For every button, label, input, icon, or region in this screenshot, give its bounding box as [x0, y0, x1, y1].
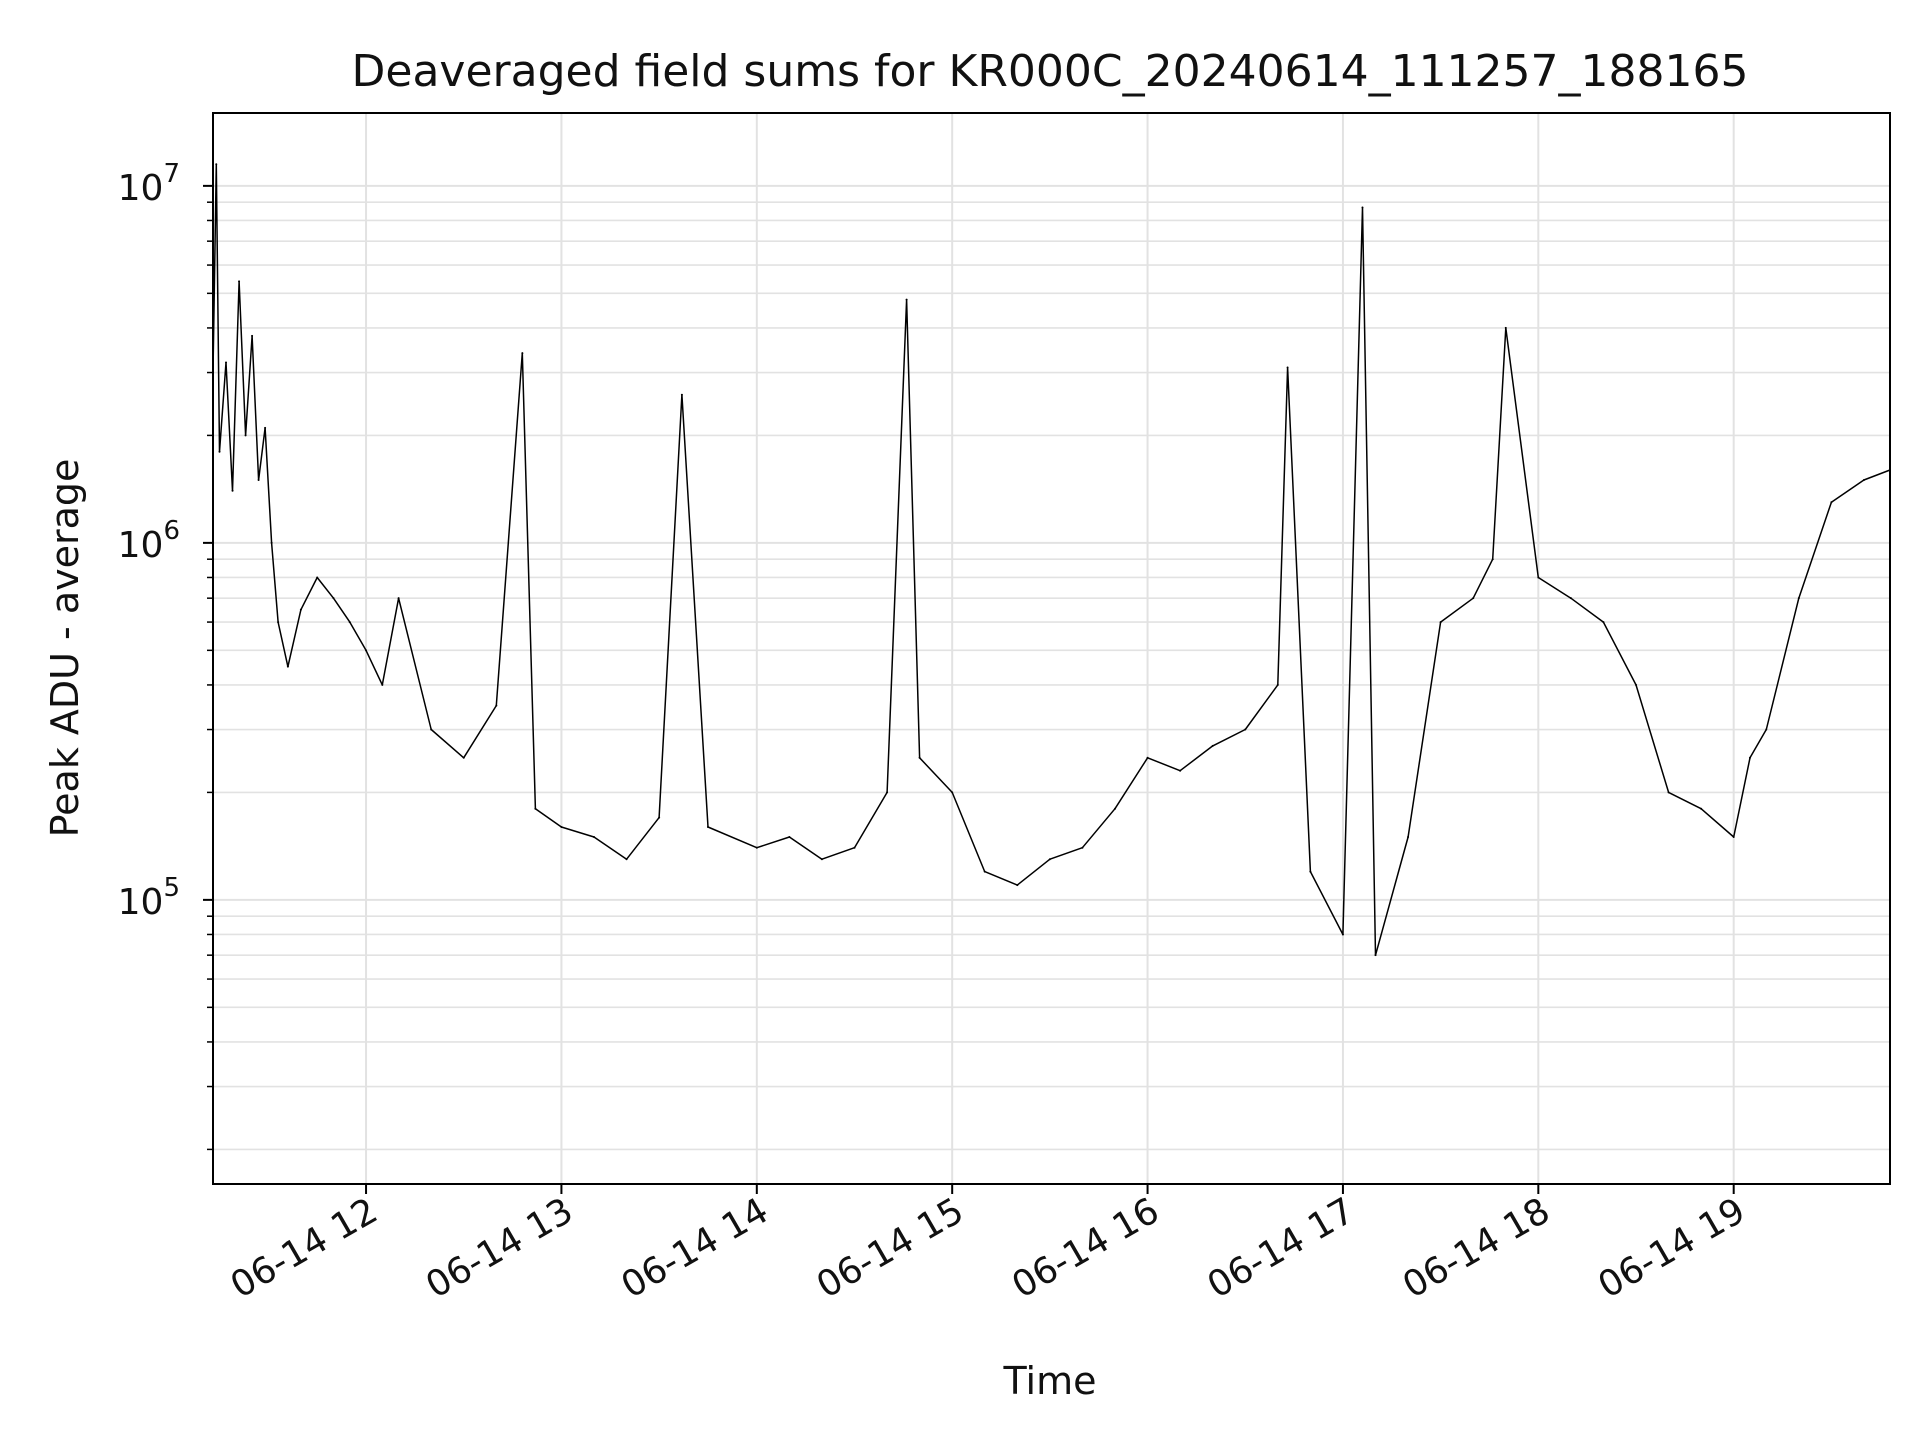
data-point	[680, 393, 683, 396]
data-point	[983, 870, 986, 873]
y-tick-label: 107	[118, 159, 180, 209]
data-point	[1862, 479, 1865, 482]
data-point	[951, 791, 954, 794]
data-point	[1374, 954, 1377, 957]
data-point	[534, 807, 537, 810]
data-point	[332, 597, 335, 600]
data-point	[286, 665, 289, 668]
grid	[213, 113, 1890, 1184]
series-line	[212, 163, 1891, 957]
data-point	[1635, 683, 1638, 686]
data-point	[1341, 933, 1344, 936]
data-line	[212, 163, 1891, 956]
chart-title: Deaveraged field sums for KR000C_2024061…	[352, 46, 1749, 97]
data-point	[430, 728, 433, 731]
data-point	[365, 649, 368, 652]
data-point	[231, 489, 234, 492]
data-point	[1361, 206, 1364, 209]
data-point	[521, 352, 524, 355]
data-point	[905, 298, 908, 301]
data-point	[348, 621, 351, 624]
data-point	[244, 434, 247, 437]
data-point	[257, 479, 260, 482]
data-point	[625, 858, 628, 861]
data-point	[1765, 728, 1768, 731]
data-point	[560, 826, 563, 828]
data-point	[1797, 597, 1800, 600]
data-point	[1048, 858, 1051, 861]
y-tick-label: 105	[118, 873, 180, 923]
data-point	[299, 608, 302, 611]
data-point	[462, 756, 465, 759]
y-tick-label: 106	[118, 516, 180, 566]
data-point	[918, 756, 921, 759]
data-point	[1081, 846, 1084, 849]
data-point	[270, 541, 273, 544]
x-axis-label: Time	[1003, 1359, 1097, 1403]
plot-frame	[212, 112, 1891, 1185]
data-point	[1667, 791, 1670, 794]
data-point	[1830, 501, 1833, 504]
data-point	[1602, 621, 1605, 624]
y-axis-label: Peak ADU - average	[43, 459, 87, 838]
data-point	[1748, 756, 1751, 759]
data-point	[886, 791, 889, 794]
data-point	[1472, 597, 1475, 600]
data-point	[316, 576, 319, 579]
data-point	[218, 450, 221, 453]
data-point	[1732, 836, 1735, 839]
data-point	[1276, 683, 1279, 686]
data-point	[706, 826, 709, 828]
data-point	[755, 846, 758, 849]
data-point	[1146, 756, 1149, 759]
data-point	[1537, 576, 1540, 579]
data-point	[1504, 326, 1507, 329]
data-point	[1179, 769, 1182, 772]
data-point	[1211, 744, 1214, 747]
data-point	[495, 704, 498, 707]
data-point	[264, 426, 267, 429]
data-point	[225, 361, 228, 364]
data-point	[1016, 884, 1019, 887]
data-point	[1569, 597, 1572, 600]
data-point	[1286, 366, 1289, 369]
data-point	[397, 597, 400, 600]
data-point	[592, 836, 595, 839]
data-point	[251, 334, 254, 337]
data-point	[853, 846, 856, 849]
data-point	[1491, 558, 1494, 561]
data-point	[820, 858, 823, 861]
data-point	[1439, 621, 1442, 624]
data-point	[1700, 807, 1703, 810]
data-point	[381, 683, 384, 686]
data-point	[788, 836, 791, 839]
data-point	[1113, 807, 1116, 810]
data-point	[277, 621, 280, 624]
data-point	[238, 280, 241, 283]
data-point	[1407, 836, 1410, 839]
data-point	[1309, 870, 1312, 873]
data-point	[1244, 728, 1247, 731]
data-point	[658, 816, 661, 819]
data-point	[215, 163, 218, 166]
